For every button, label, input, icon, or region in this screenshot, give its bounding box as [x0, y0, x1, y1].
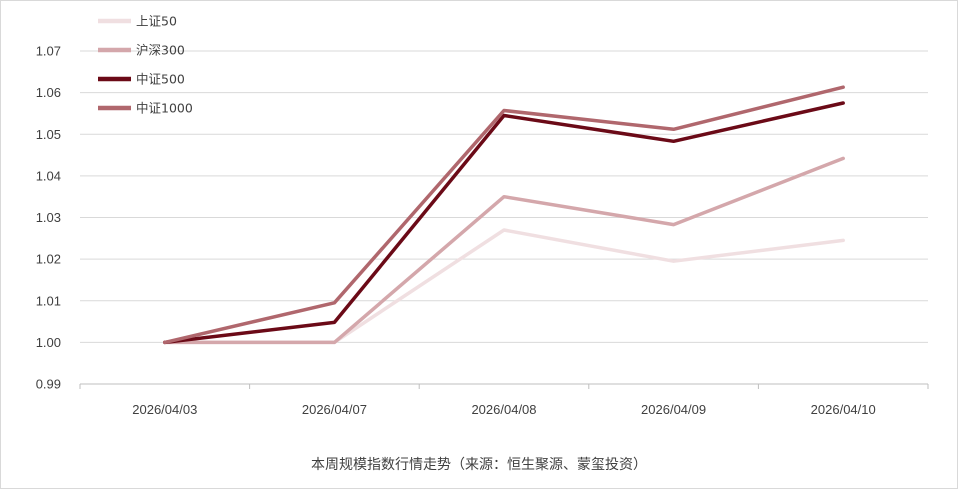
- y-tick-label: 1.05: [36, 127, 61, 142]
- x-axis: 2026/04/03 2026/04/07 2026/04/08 2026/04/09…: [79, 383, 929, 417]
- series-line-4: [163, 85, 845, 345]
- x-tick-label: 2026/04/10: [811, 402, 876, 417]
- y-tick-label: 1.03: [36, 210, 61, 225]
- legend-label: 沪深300: [136, 43, 185, 58]
- legend-item: 沪深300: [98, 43, 185, 58]
- legend: 上证50 沪深300 中证500 中证1000: [98, 14, 193, 116]
- x-tick-label: 2026/04/08: [471, 402, 536, 417]
- legend-label: 中证1000: [136, 101, 193, 116]
- series-line-1: [163, 228, 845, 345]
- y-tick-label: 0.99: [36, 377, 61, 392]
- legend-item: 上证50: [98, 14, 177, 29]
- x-tick-label: 2026/04/03: [132, 402, 197, 417]
- y-tick-label: 1.01: [36, 293, 61, 308]
- legend-item: 中证1000: [98, 101, 193, 116]
- series-lines: [163, 85, 845, 345]
- series-line-2: [163, 156, 845, 345]
- legend-label: 上证50: [136, 14, 177, 29]
- y-tick-label: 1.02: [36, 252, 61, 267]
- y-tick-label: 1.00: [36, 335, 61, 350]
- y-axis-ticks: 0.99 1.00 1.01 1.02 1.03 1.04 1.05 1.06 1.07: [36, 44, 61, 392]
- x-tick-label: 2026/04/07: [302, 402, 367, 417]
- chart-caption: 本周规模指数行情走势（来源：恒生聚源、蒙玺投资）: [311, 457, 647, 473]
- y-tick-label: 1.06: [36, 85, 61, 100]
- y-tick-label: 1.07: [36, 44, 61, 59]
- series-line-3: [163, 101, 845, 345]
- legend-item: 中证500: [98, 72, 185, 87]
- legend-label: 中证500: [136, 72, 185, 87]
- y-tick-label: 1.04: [36, 168, 61, 183]
- x-tick-label: 2026/04/09: [641, 402, 706, 417]
